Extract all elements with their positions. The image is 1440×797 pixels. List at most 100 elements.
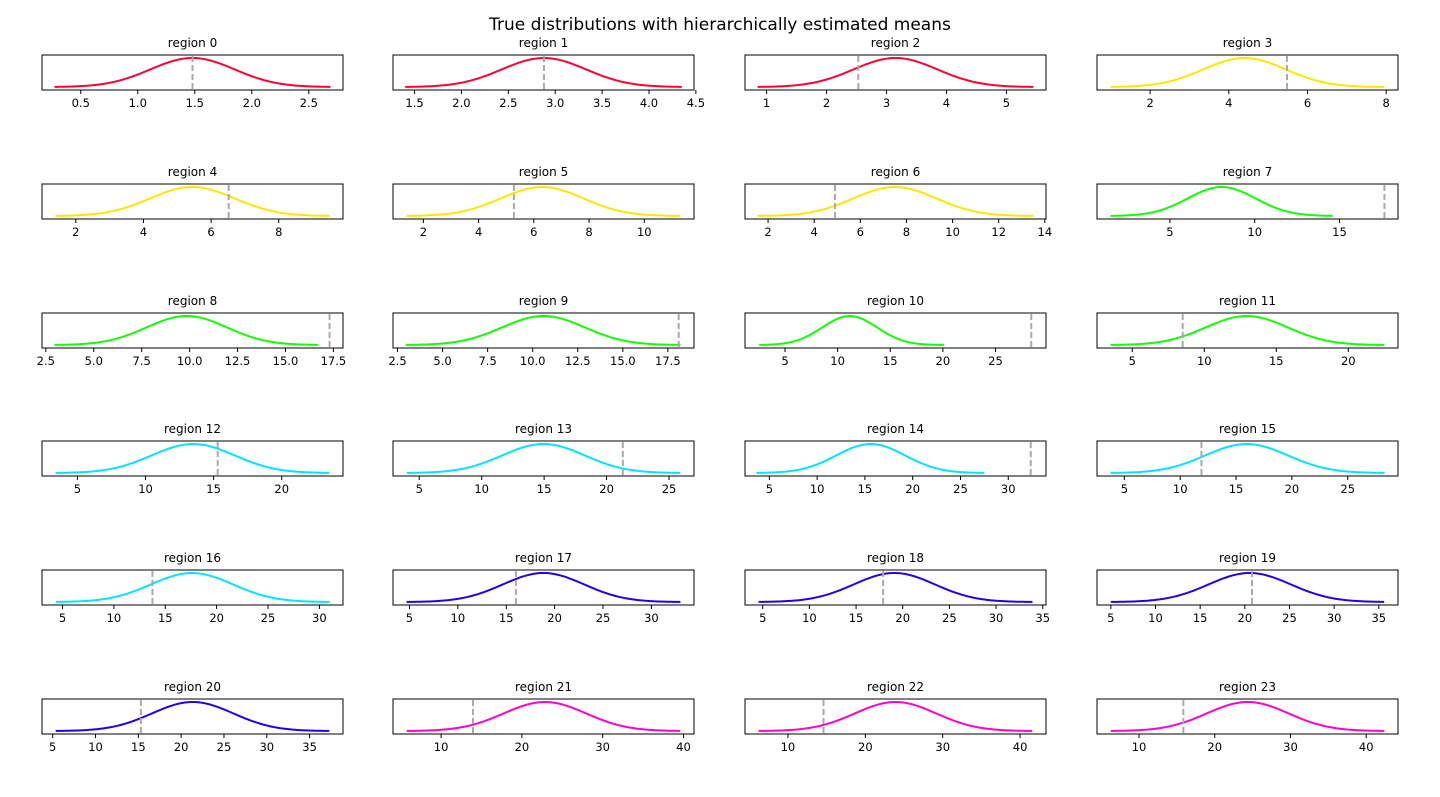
distribution-curve [1110,185,1333,217]
x-tick-label: 12.5 [225,354,251,368]
x-tick-label: 15 [1229,482,1244,496]
x-tick-label: 2 [823,96,830,110]
panel: region 0 0.5 1.0 1.5 2.0 2.5 [41,36,344,110]
x-tick-label: 20 [1285,482,1300,496]
x-tick-label: 2.0 [243,96,261,110]
distribution-curve [1111,700,1385,732]
x-tick-label: 15 [499,611,514,625]
x-tick-label: 8 [585,225,592,239]
panel: region 8 2.5 5.0 7.5 10.0 12.5 15.0 17.5 [37,294,347,368]
panel-title: region 10 [867,294,924,308]
panel: region 4 2 4 6 8 [41,165,344,239]
x-tick-label: 5.0 [85,354,103,368]
x-tick-label: 20 [599,482,614,496]
x-tick-label: 20 [936,354,951,368]
x-tick-label: 5 [406,611,413,625]
x-tick-label: 8 [275,225,282,239]
axes-frame [392,698,695,735]
x-tick-label: 2 [420,225,427,239]
x-tick-label: 5 [416,482,423,496]
x-tick-label: 8 [1383,96,1390,110]
panel: region 10 5 10 15 20 25 [744,294,1047,368]
panel: region 2 1 2 3 4 5 [744,36,1047,110]
x-tick-label: 6 [207,225,214,239]
panel-title: region 16 [164,551,221,565]
axes-frame [41,183,344,220]
panel: region 5 2 4 6 8 10 [392,165,695,239]
panel: region 23 10 20 30 40 [1096,680,1399,754]
x-tick-label: 15 [1332,225,1347,239]
x-tick-label: 1.0 [129,96,147,110]
axes-frame [1096,183,1399,220]
x-tick-label: 4 [943,96,950,110]
distribution-curve [55,442,330,474]
axes-frame [744,54,1047,91]
x-tick-label: 6 [1304,96,1311,110]
x-tick-label: 20 [895,611,910,625]
axes-frame [41,440,344,477]
panel-title: region 22 [867,680,924,694]
panel-title: region 23 [1219,680,1276,694]
x-tick-label: 15.0 [610,354,636,368]
axes-frame [392,569,695,606]
x-tick-label: 10 [781,740,796,754]
x-tick-label: 10 [1173,482,1188,496]
panel: region 17 5 10 15 20 25 30 [392,551,695,625]
distribution-curve [406,186,681,217]
x-tick-label: 15 [1193,611,1208,625]
panel: region 6 2 4 6 8 10 12 14 [744,165,1053,239]
x-tick-label: 1.5 [186,96,204,110]
x-tick-label: 8 [903,225,910,239]
axes-frame [392,54,695,91]
panel: region 21 10 20 30 40 [392,680,695,754]
x-tick-label: 20 [274,482,289,496]
axes-frame [1096,54,1399,91]
panel-title: region 5 [519,165,568,179]
panel: region 12 5 10 15 20 [41,422,344,496]
x-tick-label: 25 [1282,611,1297,625]
x-tick-label: 10 [1148,611,1163,625]
x-tick-label: 30 [259,740,274,754]
distribution-curve [1110,56,1385,88]
axes-frame [1096,569,1399,606]
x-tick-label: 6 [530,225,537,239]
panel: region 7 5 10 15 [1096,165,1399,239]
axes-frame [392,312,695,349]
panel-title: region 6 [871,165,920,179]
x-tick-label: 30 [644,611,659,625]
x-tick-label: 20 [1341,354,1356,368]
distribution-curve [406,442,681,474]
x-tick-label: 25 [596,611,611,625]
x-tick-label: 10 [945,225,960,239]
panel-title: region 15 [1219,422,1276,436]
panel: region 20 5 10 15 20 25 30 35 [41,680,344,754]
x-tick-label: 10 [637,225,652,239]
distribution-curve [758,572,1033,603]
x-tick-label: 5 [781,354,788,368]
distribution-curve [757,56,1034,88]
panel-title: region 14 [867,422,924,436]
x-tick-label: 14 [1038,225,1053,239]
x-tick-label: 5 [766,482,773,496]
x-tick-label: 40 [676,740,691,754]
panel-grid: region 0 0.5 1.0 1.5 2.0 2.5 region 1 1.5 2.0 2.5… [37,36,1399,754]
panel: region 16 5 10 15 20 25 30 [41,551,344,625]
x-tick-label: 20 [174,740,189,754]
axes-frame [41,312,344,349]
distribution-curve [1110,314,1385,346]
x-tick-label: 5 [1129,354,1136,368]
x-tick-label: 3.5 [593,96,611,110]
axes-frame [1096,440,1399,477]
x-tick-label: 30 [935,740,950,754]
distribution-curve [55,185,330,217]
x-tick-label: 2 [72,225,79,239]
distribution-curve [405,56,682,88]
x-tick-label: 4.5 [687,96,705,110]
x-tick-label: 5 [1166,225,1173,239]
x-tick-label: 15 [849,611,864,625]
x-tick-label: 30 [1001,482,1016,496]
distribution-curve [54,56,331,88]
axes-frame [41,54,344,91]
figure-title: True distributions with hierarchically e… [488,15,951,35]
x-tick-label: 12.5 [565,354,591,368]
